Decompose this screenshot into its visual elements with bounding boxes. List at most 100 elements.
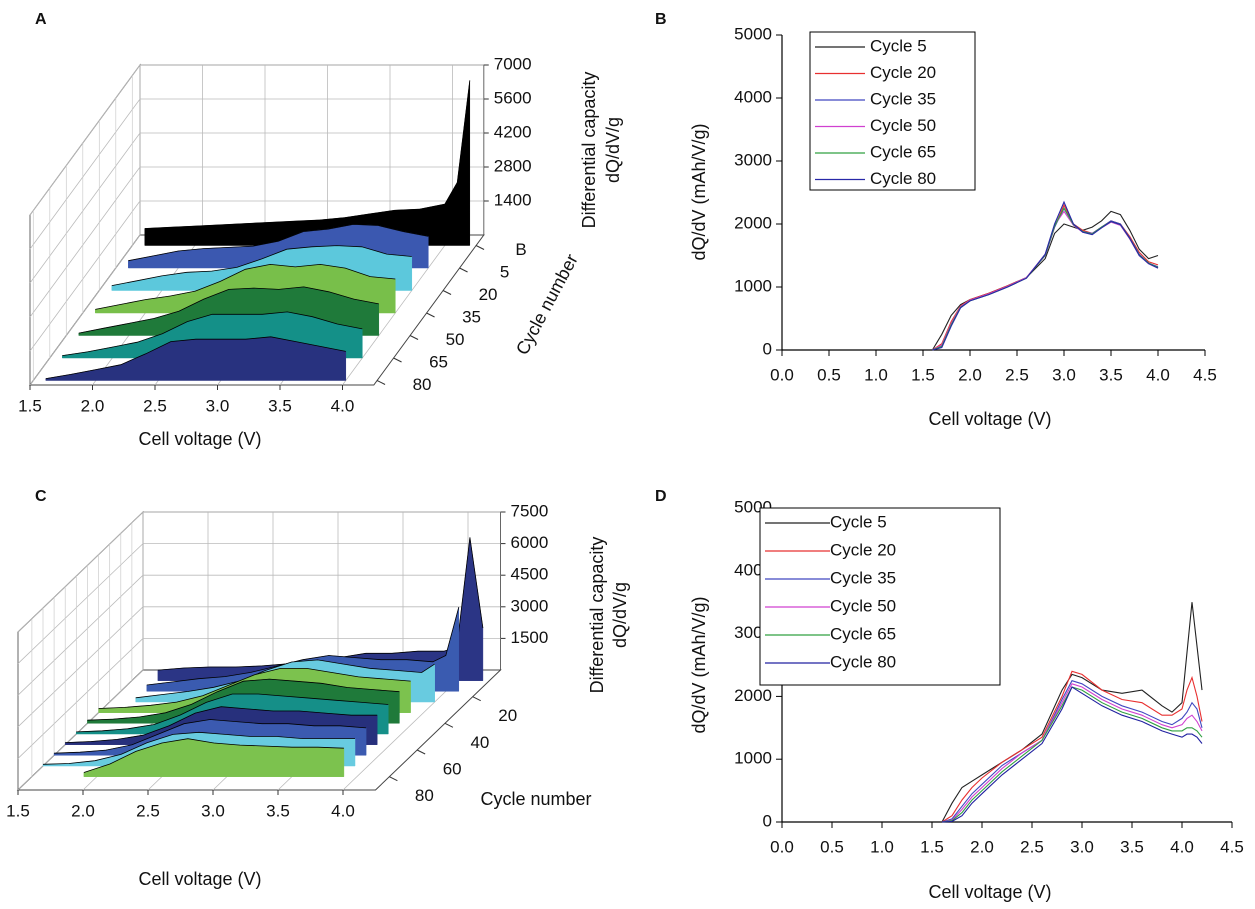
- depth-tick-label: 65: [429, 352, 448, 371]
- legend-box: [809, 31, 976, 191]
- legend-box: [759, 507, 1001, 686]
- y-axis-label: dQ/dV (mAh/V/g): [689, 596, 709, 733]
- ribbon-edge: [65, 706, 378, 743]
- z-axis-label: dQ/dV/g: [603, 117, 623, 183]
- data-line: [941, 686, 1203, 823]
- z-tick-label: 7000: [494, 54, 532, 73]
- data-line: [941, 680, 1203, 823]
- depth-tick-label: 60: [443, 759, 462, 778]
- data-line: [932, 210, 1159, 351]
- x-tick-label: 2.0: [970, 837, 994, 856]
- x-axis-label: Cell voltage (V): [928, 409, 1051, 429]
- x-tick-label: 1.5: [18, 396, 42, 415]
- ribbon-edge: [144, 80, 471, 229]
- y-tick-label: 4000: [734, 87, 772, 106]
- z-axis-label: Differential capacity: [587, 537, 607, 694]
- x-tick-label: 4.0: [1146, 365, 1170, 384]
- legend-label: Cycle 80: [830, 652, 896, 671]
- y-tick-label: 1000: [734, 749, 772, 768]
- legend-label: Cycle 65: [870, 142, 936, 161]
- ribbon-edge: [87, 678, 400, 721]
- legend-label: Cycle 20: [830, 540, 896, 559]
- tick-mark: [472, 696, 481, 702]
- z-tick-label: 1500: [511, 628, 549, 647]
- x-tick-label: 3.5: [1099, 365, 1123, 384]
- x-tick-label: 4.5: [1193, 365, 1217, 384]
- z-tick-label: 6000: [511, 533, 549, 552]
- x-tick-label: 1.0: [864, 365, 888, 384]
- legend-label: Cycle 50: [870, 116, 936, 135]
- x-tick-label: 0.0: [770, 365, 794, 384]
- ribbon-edge: [78, 286, 379, 334]
- x-tick-label: 2.5: [1005, 365, 1029, 384]
- ribbon-edge: [146, 606, 460, 686]
- z-tick-label: 7500: [511, 501, 549, 520]
- x-tick-label: 4.0: [1170, 837, 1194, 856]
- legend-label: Cycle 50: [830, 596, 896, 615]
- x-tick-label: 4.0: [331, 396, 355, 415]
- ribbon-edge: [76, 693, 389, 733]
- ribbon-edge: [135, 659, 435, 699]
- tick-mark: [442, 290, 452, 295]
- z-tick-label: 3000: [511, 596, 549, 615]
- y-axis-label: dQ/dV (mAh/V/g): [689, 123, 709, 260]
- x-tick-label: 1.5: [911, 365, 935, 384]
- ribbon-edge: [98, 668, 411, 709]
- legend-label: Cycle 65: [830, 624, 896, 643]
- legend-label: Cycle 80: [870, 169, 936, 188]
- data-line: [941, 683, 1203, 823]
- y-tick-label: 5000: [734, 24, 772, 43]
- data-line: [941, 686, 1203, 823]
- legend-label: Cycle 5: [830, 512, 887, 531]
- ribbon-edge: [54, 719, 367, 754]
- tick-mark: [376, 380, 386, 385]
- depth-axis-label: Cycle number: [512, 251, 582, 358]
- x-tick-label: 3.0: [1052, 365, 1076, 384]
- x-tick-label: 0.0: [770, 837, 794, 856]
- depth-tick-label: 5: [500, 262, 509, 281]
- depth-tick-label: 80: [413, 375, 432, 394]
- y-tick-label: 1000: [734, 276, 772, 295]
- ribbon-edge: [62, 311, 363, 356]
- tick-mark: [459, 267, 468, 273]
- panel-label: C: [35, 488, 47, 505]
- x-tick-label: 3.5: [266, 801, 290, 820]
- x-tick-label: 3.0: [206, 396, 230, 415]
- z-axis-label: Differential capacity: [579, 72, 599, 229]
- z-tick-label: 2800: [494, 156, 532, 175]
- depth-tick-label: 50: [446, 330, 465, 349]
- x-tick-label: 3.0: [1070, 837, 1094, 856]
- y-tick-label: 0: [763, 811, 772, 830]
- depth-tick-label: 40: [470, 733, 489, 752]
- depth-axis-label: Cycle number: [480, 789, 591, 809]
- x-tick-label: 3.5: [1120, 837, 1144, 856]
- tick-mark: [444, 722, 454, 728]
- back-wall: [142, 511, 501, 671]
- legend-label: Cycle 20: [870, 63, 936, 82]
- z-tick-label: 1400: [494, 190, 532, 209]
- x-tick-label: 1.5: [920, 837, 944, 856]
- depth-tick-label: 35: [462, 307, 481, 326]
- tick-mark: [393, 357, 402, 363]
- data-line: [931, 210, 1159, 351]
- ribbon-edge: [45, 336, 346, 379]
- x-tick-label: 3.5: [268, 396, 292, 415]
- panel-label: D: [655, 488, 667, 505]
- z-axis-label: dQ/dV/g: [610, 582, 630, 648]
- panel-label: B: [655, 11, 667, 28]
- x-tick-label: 2.5: [1020, 837, 1044, 856]
- depth-tick-label: 20: [498, 706, 517, 725]
- legend-label: Cycle 35: [830, 568, 896, 587]
- tick-mark: [426, 312, 435, 318]
- y-tick-label: 0: [763, 339, 772, 358]
- y-tick-label: 3000: [734, 150, 772, 169]
- data-line: [941, 602, 1203, 823]
- y-tick-label: 2000: [734, 686, 772, 705]
- x-tick-label: 2.5: [136, 801, 160, 820]
- z-tick-label: 4500: [511, 565, 549, 584]
- y-tick-label: 2000: [734, 213, 772, 232]
- x-tick-label: 4.0: [331, 801, 355, 820]
- data-line: [932, 200, 1159, 351]
- ribbon-edge: [128, 223, 429, 262]
- x-tick-label: 2.0: [81, 396, 105, 415]
